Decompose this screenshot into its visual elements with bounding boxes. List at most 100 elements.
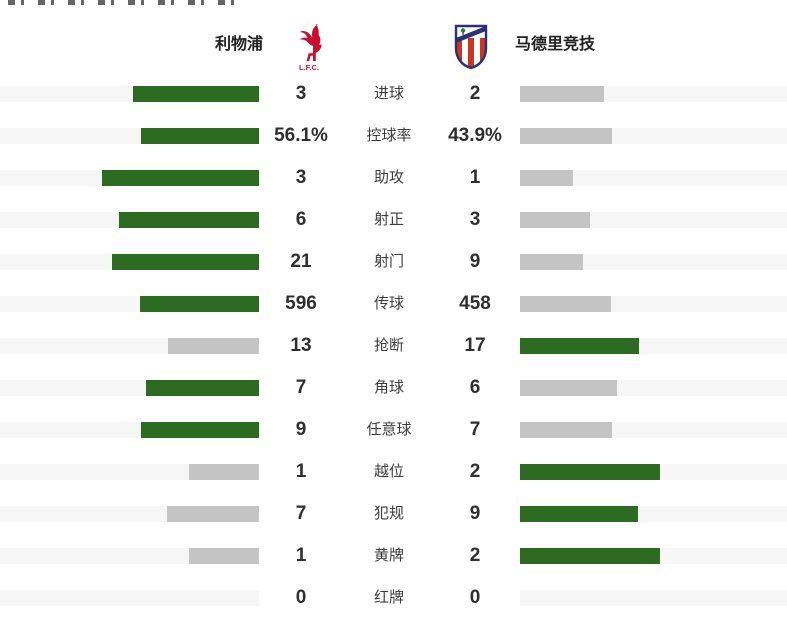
away-bar-fill xyxy=(520,338,639,354)
away-bar-fill xyxy=(520,170,573,186)
home-bar-track xyxy=(0,296,259,312)
away-bar-track xyxy=(520,464,787,480)
stat-row: 1 黄牌 2 xyxy=(0,545,787,566)
clipped-page-title-remnant xyxy=(8,0,236,5)
stat-row: 21 射门 9 xyxy=(0,251,787,272)
home-bar-track xyxy=(0,548,259,564)
away-value: 1 xyxy=(469,167,481,188)
home-value: 7 xyxy=(295,503,307,524)
home-bar-track xyxy=(0,380,259,396)
stat-row: 13 抢断 17 xyxy=(0,335,787,356)
home-bar-track xyxy=(0,464,259,480)
away-bar-track xyxy=(520,338,787,354)
away-bar-fill xyxy=(520,296,612,312)
away-bar-track xyxy=(520,212,787,228)
stat-label: 射正 xyxy=(373,211,404,228)
away-bar-track xyxy=(520,380,787,396)
away-bar-track xyxy=(520,422,787,438)
stat-label: 任意球 xyxy=(366,421,412,438)
away-value: 0 xyxy=(469,587,481,608)
home-value: 3 xyxy=(295,167,307,188)
stat-label: 犯规 xyxy=(373,505,404,522)
home-value: 6 xyxy=(295,209,307,230)
home-value: 1 xyxy=(295,461,307,482)
home-bar-fill xyxy=(119,212,259,228)
home-bar-fill xyxy=(145,380,259,396)
home-bar-fill xyxy=(112,254,259,270)
away-value: 3 xyxy=(469,209,481,230)
home-bar-track xyxy=(0,506,259,522)
home-value: 1 xyxy=(295,545,307,566)
stat-label: 射门 xyxy=(373,253,404,270)
home-bar-fill xyxy=(168,338,259,354)
home-bar-fill xyxy=(141,128,259,144)
home-bar-fill xyxy=(140,296,259,312)
stat-label: 红牌 xyxy=(373,589,404,606)
home-bar-fill xyxy=(101,170,259,186)
home-value: 0 xyxy=(295,587,307,608)
away-bar-track xyxy=(520,296,787,312)
liverpool-crest-icon: L.F.C. xyxy=(299,24,322,71)
stat-label: 抢断 xyxy=(373,337,404,354)
home-value: 3 xyxy=(295,83,307,104)
home-value: 21 xyxy=(290,251,312,272)
home-bar-fill xyxy=(167,506,259,522)
svg-text:L.F.C.: L.F.C. xyxy=(299,63,319,71)
home-value: 7 xyxy=(295,377,307,398)
away-bar-fill xyxy=(520,212,590,228)
away-bar-fill xyxy=(520,422,612,438)
stat-row: 1 越位 2 xyxy=(0,461,787,482)
home-value: 596 xyxy=(285,293,317,314)
away-value: 43.9% xyxy=(448,125,502,146)
away-bar-fill xyxy=(520,506,639,522)
stat-label: 控球率 xyxy=(366,127,412,144)
stat-row: 9 任意球 7 xyxy=(0,419,787,440)
away-value: 7 xyxy=(469,419,481,440)
stat-label: 角球 xyxy=(373,379,404,396)
home-bar-track xyxy=(0,170,259,186)
away-bar-track xyxy=(520,548,787,564)
stat-label: 助攻 xyxy=(373,169,404,186)
home-bar-fill xyxy=(189,464,259,480)
away-value: 2 xyxy=(469,83,481,104)
away-value: 2 xyxy=(469,545,481,566)
stat-row: 0 红牌 0 xyxy=(0,587,787,608)
away-team-name: 马德里竞技 xyxy=(515,36,596,53)
stat-label: 进球 xyxy=(373,85,404,102)
away-bar-track xyxy=(520,506,787,522)
away-bar-fill xyxy=(520,464,660,480)
away-value: 9 xyxy=(469,251,481,272)
home-bar-track xyxy=(0,254,259,270)
home-value: 9 xyxy=(295,419,307,440)
home-bar-track xyxy=(0,590,259,606)
away-bar-fill xyxy=(520,548,660,564)
away-bar-track xyxy=(520,86,787,102)
stat-row: 3 进球 2 xyxy=(0,83,787,104)
atletico-madrid-crest-icon xyxy=(454,24,488,70)
home-bar-track xyxy=(0,422,259,438)
away-bar-track xyxy=(520,170,787,186)
away-bar-fill xyxy=(520,380,617,396)
away-value: 458 xyxy=(459,293,491,314)
away-value: 17 xyxy=(464,335,486,356)
home-value: 13 xyxy=(290,335,312,356)
away-value: 9 xyxy=(469,503,481,524)
away-bar-fill xyxy=(520,254,583,270)
stat-label: 黄牌 xyxy=(373,547,404,564)
stat-row: 6 射正 3 xyxy=(0,209,787,230)
stat-row: 7 犯规 9 xyxy=(0,503,787,524)
away-bar-track xyxy=(520,254,787,270)
away-value: 2 xyxy=(469,461,481,482)
away-bar-fill xyxy=(520,86,604,102)
stat-label: 越位 xyxy=(373,463,404,480)
away-bar-track xyxy=(520,590,787,606)
home-team-name: 利物浦 xyxy=(214,36,263,53)
away-bar-fill xyxy=(520,128,613,144)
home-bar-fill xyxy=(189,548,259,564)
home-bar-fill xyxy=(133,86,259,102)
home-bar-track xyxy=(0,128,259,144)
away-value: 6 xyxy=(469,377,481,398)
home-bar-track xyxy=(0,338,259,354)
stat-row: 596 传球 458 xyxy=(0,293,787,314)
